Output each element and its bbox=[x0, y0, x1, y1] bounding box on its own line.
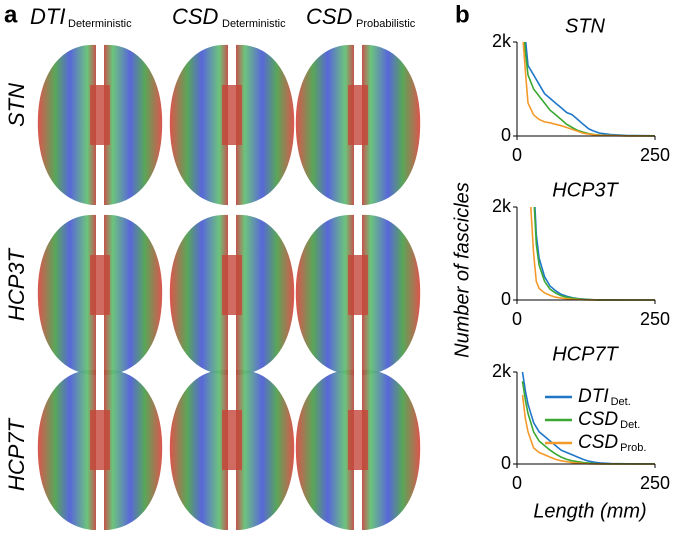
legend-label: CSD bbox=[578, 432, 618, 453]
brain-image bbox=[295, 369, 421, 530]
x-tick-label: 250 bbox=[640, 145, 670, 165]
x-tick-label: 250 bbox=[640, 473, 670, 493]
column-subtitle: Deterministic bbox=[68, 18, 132, 30]
brain-image bbox=[169, 214, 295, 375]
brain-image bbox=[295, 44, 421, 205]
y-tick-label: 2k bbox=[492, 196, 512, 216]
y-tick-label: 2k bbox=[492, 361, 512, 381]
brain-image bbox=[169, 369, 295, 530]
chart-title: HCP3T bbox=[552, 179, 619, 201]
row-label: HCP7T bbox=[4, 417, 29, 491]
brain-image bbox=[37, 369, 163, 530]
y-tick-label: 0 bbox=[501, 453, 511, 473]
column-title: DTI bbox=[30, 4, 65, 29]
brain-image bbox=[37, 214, 163, 375]
x-tick-label: 0 bbox=[512, 145, 522, 165]
brain-image bbox=[295, 214, 421, 375]
row-label: STN bbox=[4, 83, 29, 127]
x-axis-label: Length (mm) bbox=[533, 500, 646, 522]
column-title: CSD bbox=[172, 4, 219, 29]
y-tick-label: 2k bbox=[492, 31, 512, 51]
legend-sublabel: Det. bbox=[611, 396, 631, 408]
x-tick-label: 0 bbox=[512, 473, 522, 493]
y-tick-label: 0 bbox=[501, 125, 511, 145]
brain-image bbox=[169, 44, 295, 205]
panel-label: b bbox=[455, 1, 470, 28]
legend-label: DTI bbox=[578, 386, 609, 407]
legend-label: CSD bbox=[578, 409, 618, 430]
row-label: HCP3T bbox=[4, 247, 29, 321]
legend-sublabel: Prob. bbox=[620, 442, 646, 454]
column-subtitle: Deterministic bbox=[222, 18, 286, 30]
plot-area bbox=[522, 42, 656, 137]
y-axis-label: Number of fascicles bbox=[451, 182, 473, 358]
data-line bbox=[529, 207, 655, 301]
data-line bbox=[521, 372, 656, 465]
x-tick-label: 250 bbox=[640, 309, 670, 329]
data-line bbox=[524, 42, 656, 137]
brain-image bbox=[37, 44, 163, 205]
brain-images bbox=[37, 44, 421, 530]
column-title: CSD bbox=[306, 4, 353, 29]
chart-title: HCP7T bbox=[552, 343, 619, 365]
chart-title: STN bbox=[565, 15, 606, 37]
legend-sublabel: Det. bbox=[620, 419, 640, 431]
column-subtitle: Probabilistic bbox=[356, 18, 416, 30]
x-tick-label: 0 bbox=[512, 309, 522, 329]
y-tick-label: 0 bbox=[501, 289, 511, 309]
data-line bbox=[522, 42, 656, 137]
panel-label: a bbox=[4, 1, 18, 28]
